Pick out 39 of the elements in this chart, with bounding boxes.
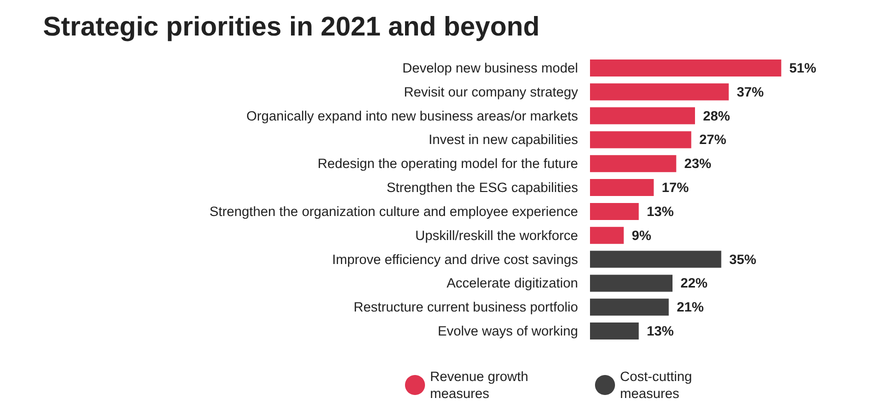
bar — [590, 107, 695, 124]
bar — [590, 155, 676, 172]
data-label: 37% — [736, 84, 764, 100]
data-label: 13% — [646, 324, 674, 339]
y-tick-label: Restructure current business portfolio — [354, 300, 578, 315]
y-tick-label: Strengthen the organization culture and employee experience — [210, 204, 578, 219]
y-tick-label: Organically expand into new business areas/or markets — [246, 108, 578, 124]
bar — [590, 131, 692, 148]
y-tick-label: Revisit our company strategy — [404, 84, 578, 100]
data-label: 21% — [676, 300, 704, 315]
y-tick-label: Develop new business model — [402, 60, 578, 76]
bar — [590, 59, 782, 76]
bar — [590, 226, 624, 244]
data-label: 22% — [680, 276, 708, 291]
data-label: 17% — [662, 180, 689, 196]
data-label: 28% — [703, 108, 730, 124]
y-tick-label: Improve efficiency and drive cost savings — [332, 252, 578, 267]
legend-label: Revenue growth measures — [430, 369, 532, 401]
y-tick-label: Accelerate digitization — [446, 276, 578, 291]
data-label: 35% — [729, 252, 756, 267]
text: Strategic priorities in 2021 and beyond — [43, 12, 540, 42]
legend-label: Cost-cutting measures — [620, 369, 696, 401]
y-tick-label: Evolve ways of working — [438, 324, 578, 339]
bar — [590, 298, 669, 316]
bar — [590, 322, 639, 340]
bar — [590, 202, 639, 220]
y-tick-label: Redesign the operating model for the future — [318, 156, 578, 172]
bar — [590, 274, 672, 292]
y-tick-label: Upskill/reskill the workforce — [415, 228, 578, 243]
data-label: 27% — [699, 132, 726, 148]
data-label: 23% — [684, 156, 712, 172]
data-label: 13% — [646, 204, 674, 219]
data-label: 9% — [632, 228, 652, 243]
y-tick-label: Invest in new capabilities — [428, 132, 578, 148]
y-tick-label: Strengthen the ESG capabilities — [386, 180, 578, 196]
bar — [590, 250, 722, 268]
data-label: 51% — [789, 60, 816, 76]
bar — [590, 83, 729, 100]
bar — [590, 179, 654, 196]
